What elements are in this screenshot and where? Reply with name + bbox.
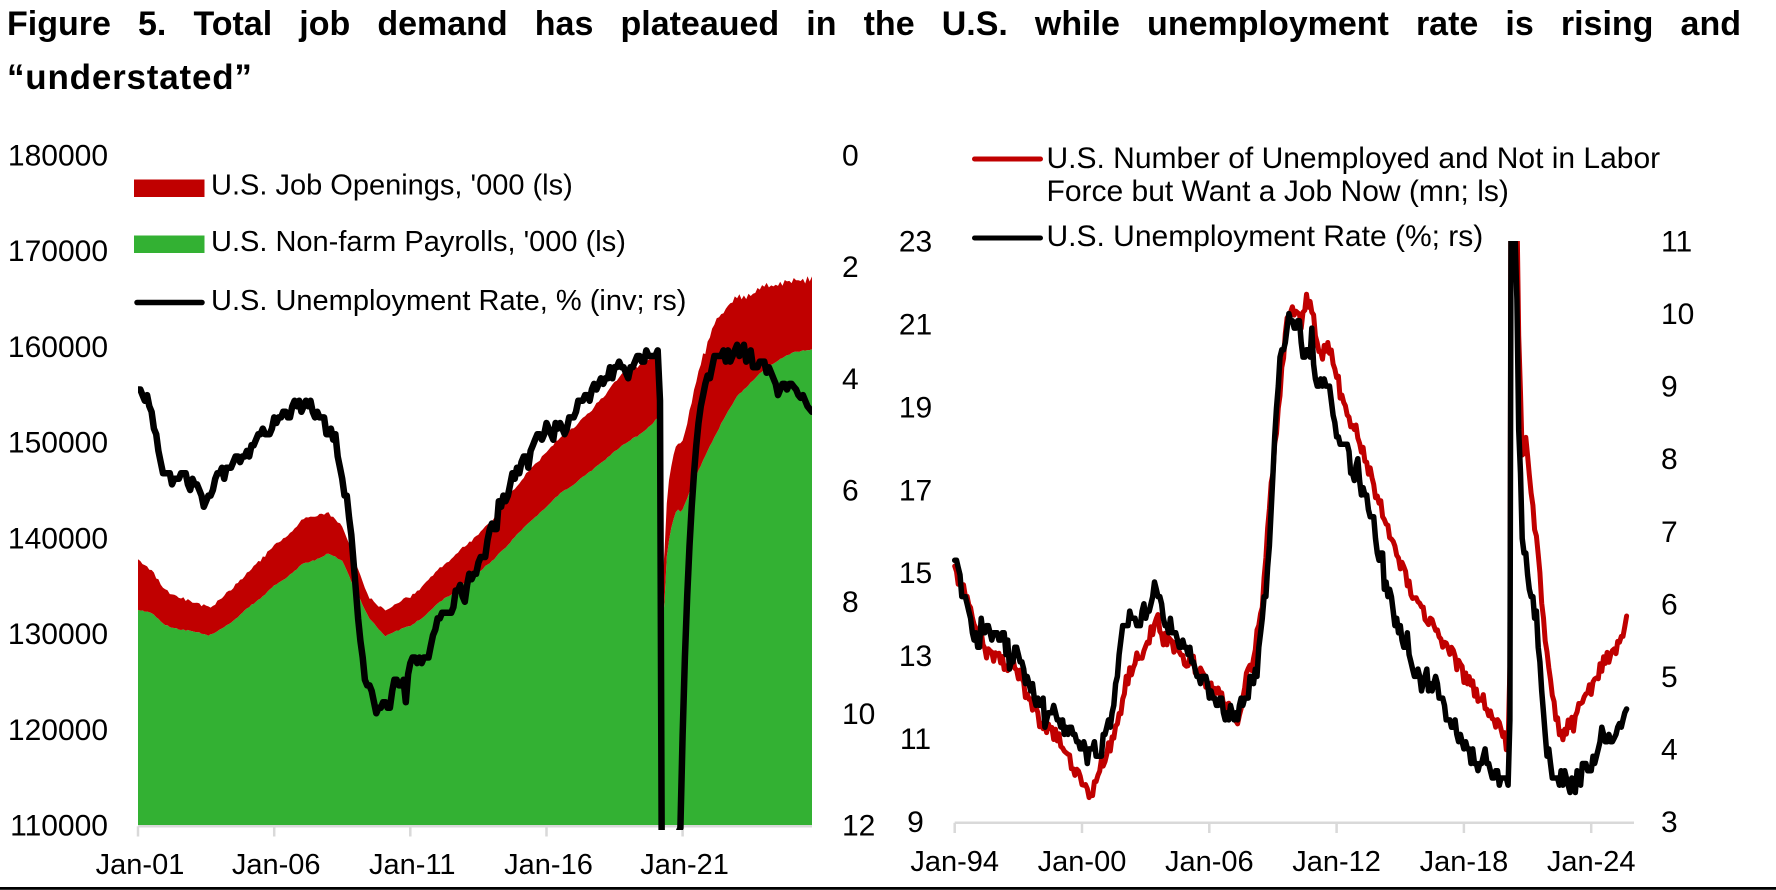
svg-text:10: 10 — [1661, 298, 1694, 331]
svg-text:130000: 130000 — [8, 618, 108, 651]
svg-text:Jan-00: Jan-00 — [1038, 846, 1127, 878]
svg-text:21: 21 — [899, 308, 932, 341]
svg-text:23: 23 — [899, 226, 932, 259]
svg-text:Jan-24: Jan-24 — [1547, 846, 1636, 878]
svg-text:160000: 160000 — [8, 331, 108, 364]
svg-text:110000: 110000 — [10, 810, 108, 843]
svg-text:150000: 150000 — [8, 427, 108, 460]
svg-text:180000: 180000 — [8, 140, 108, 173]
svg-text:0: 0 — [842, 140, 859, 173]
svg-text:19: 19 — [899, 391, 932, 424]
svg-text:U.S. Non-farm Payrolls, '000 (: U.S. Non-farm Payrolls, '000 (ls) — [211, 226, 626, 258]
svg-text:Jan-01: Jan-01 — [96, 849, 185, 881]
svg-text:140000: 140000 — [8, 522, 108, 555]
svg-text:5: 5 — [1661, 661, 1678, 694]
svg-text:6: 6 — [842, 475, 859, 508]
svg-text:15: 15 — [899, 557, 932, 590]
svg-text:3: 3 — [1661, 806, 1678, 839]
svg-text:Jan-11: Jan-11 — [369, 849, 456, 881]
svg-text:8: 8 — [842, 586, 859, 619]
svg-text:120000: 120000 — [8, 714, 108, 747]
svg-text:Jan-94: Jan-94 — [910, 846, 999, 878]
svg-text:170000: 170000 — [8, 235, 108, 268]
svg-text:17: 17 — [899, 474, 932, 507]
svg-text:U.S. Unemployment Rate, % (inv: U.S. Unemployment Rate, % (inv; rs) — [211, 285, 686, 317]
svg-text:Jan-18: Jan-18 — [1420, 846, 1509, 878]
svg-text:11: 11 — [1661, 226, 1692, 259]
svg-text:12: 12 — [842, 810, 875, 843]
svg-text:9: 9 — [1661, 371, 1678, 404]
svg-text:4: 4 — [842, 363, 859, 396]
svg-text:Jan-12: Jan-12 — [1292, 846, 1381, 878]
svg-text:13: 13 — [899, 640, 932, 673]
svg-text:Jan-06: Jan-06 — [1165, 846, 1254, 878]
svg-text:Jan-06: Jan-06 — [232, 849, 321, 881]
svg-text:2: 2 — [842, 251, 859, 284]
svg-text:Jan-21: Jan-21 — [640, 849, 729, 881]
svg-text:10: 10 — [842, 698, 875, 731]
svg-text:11: 11 — [900, 723, 931, 756]
svg-text:9: 9 — [907, 806, 924, 839]
svg-text:6: 6 — [1661, 588, 1678, 621]
svg-text:4: 4 — [1661, 733, 1678, 766]
svg-text:U.S. Job Openings, '000 (ls): U.S. Job Openings, '000 (ls) — [211, 170, 573, 202]
svg-text:7: 7 — [1661, 516, 1678, 549]
svg-text:Force but Want a Job Now (mn;: Force but Want a Job Now (mn; ls) — [1047, 175, 1509, 208]
svg-text:U.S. Number of Unemployed and: U.S. Number of Unemployed and Not in Lab… — [1047, 142, 1661, 175]
svg-text:Jan-16: Jan-16 — [504, 849, 593, 881]
svg-text:U.S. Unemployment Rate (%; rs): U.S. Unemployment Rate (%; rs) — [1047, 220, 1484, 253]
svg-text:8: 8 — [1661, 443, 1678, 476]
